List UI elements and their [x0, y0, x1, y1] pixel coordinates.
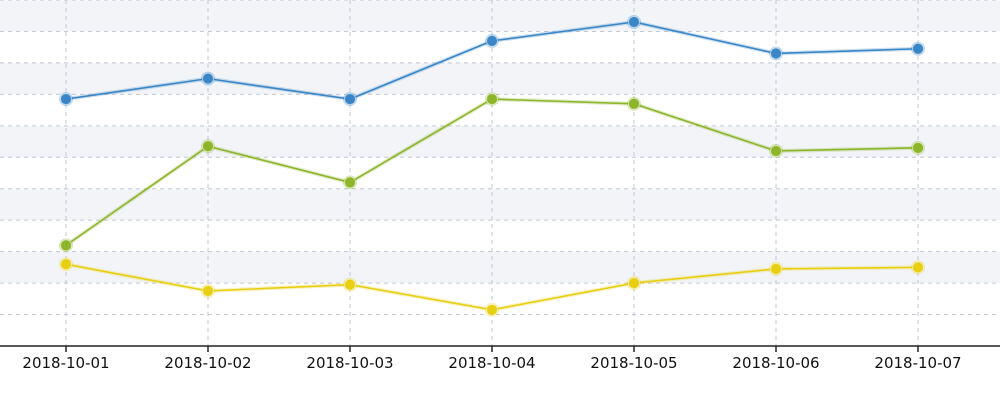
x-tick-label: 2018-10-01: [22, 354, 109, 372]
data-point: [60, 239, 72, 252]
background-band: [0, 251, 1000, 284]
data-point: [344, 93, 356, 106]
data-point: [486, 34, 498, 47]
data-point: [912, 42, 924, 55]
background-band: [0, 62, 1000, 95]
x-tick-label: 2018-10-05: [590, 354, 677, 372]
x-tick-label: 2018-10-03: [306, 354, 393, 372]
data-point: [486, 303, 498, 316]
series-points: [59, 15, 925, 317]
background-band: [0, 0, 1000, 32]
data-point: [628, 277, 640, 290]
gridlines: [0, 0, 1000, 346]
x-axis: [0, 345, 1000, 352]
data-point: [770, 262, 782, 275]
x-tick-label: 2018-10-06: [732, 354, 819, 372]
data-point: [202, 140, 214, 153]
data-point: [344, 278, 356, 291]
x-tick-label: 2018-10-04: [448, 354, 535, 372]
data-point: [60, 93, 72, 106]
x-tick-labels: 2018-10-01 2018-10-02 2018-10-03 2018-10-04…: [22, 354, 961, 372]
x-tick-label: 2018-10-02: [164, 354, 251, 372]
data-point: [628, 16, 640, 29]
data-point: [770, 47, 782, 60]
data-point: [202, 72, 214, 85]
data-point: [60, 258, 72, 271]
x-tick-label: 2018-10-07: [874, 354, 961, 372]
background-band: [0, 125, 1000, 158]
data-point: [912, 141, 924, 154]
data-point: [628, 97, 640, 110]
data-point: [486, 93, 498, 106]
data-point: [912, 261, 924, 274]
background-band: [0, 188, 1000, 221]
background-bands: [0, 0, 1000, 284]
data-point: [202, 284, 214, 297]
data-point: [770, 144, 782, 157]
data-point: [344, 176, 356, 189]
